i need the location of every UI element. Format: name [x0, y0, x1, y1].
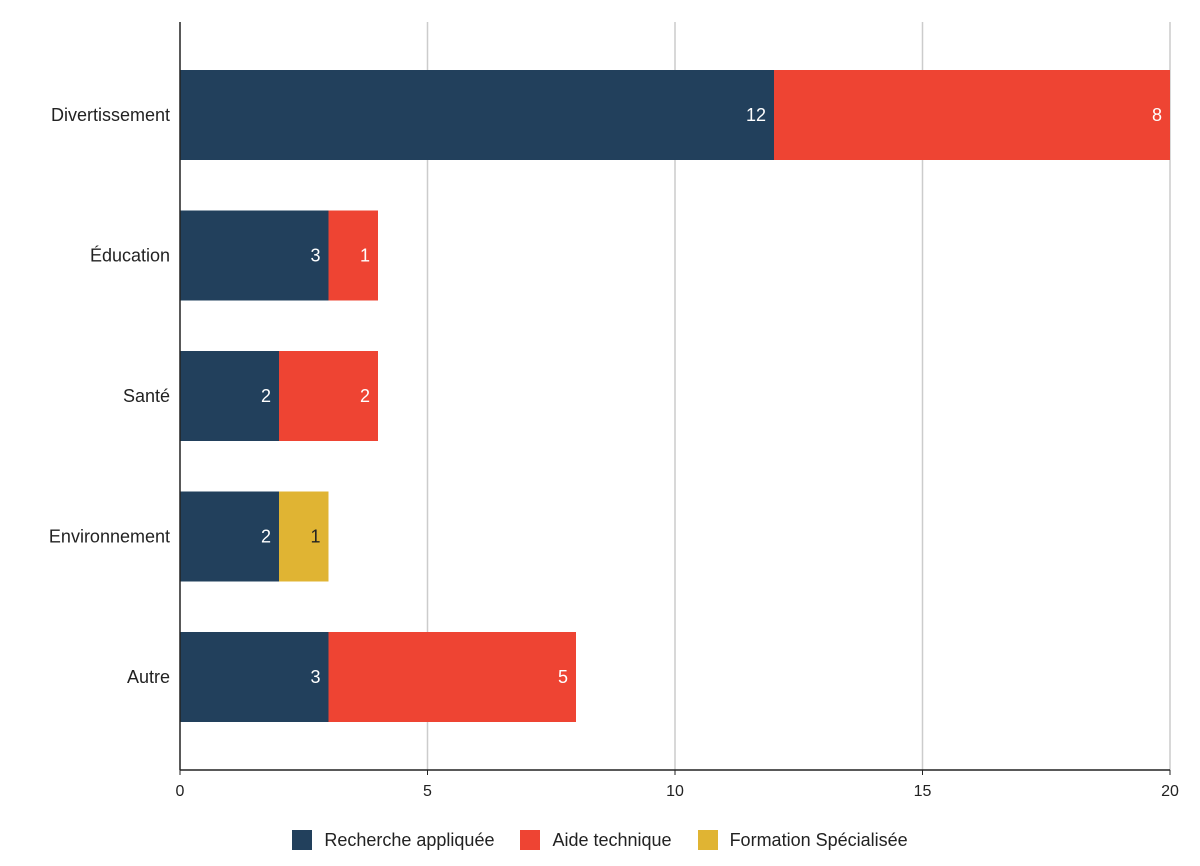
label-layer: 12 83 12 22 13 5 — [261, 105, 1162, 687]
x-tick-label: 15 — [914, 783, 932, 800]
chart-svg: 12 83 12 22 13 5 0 5 10 15 20DivertissementÉducat… — [49, 22, 1179, 800]
legend-item: Formation Spécialisée — [697, 829, 908, 851]
bar-segment — [328, 210, 378, 301]
data-label: 1 — [360, 246, 370, 266]
data-label: 3 — [310, 667, 320, 687]
data-label: 2 — [261, 386, 271, 406]
bar-segment — [180, 632, 329, 722]
legend-label: Recherche appliquée — [324, 829, 495, 850]
axis-layer: 0 5 10 15 20DivertissementÉducationSantéEnvi… — [49, 22, 1179, 800]
legend-label: Formation Spécialisée — [729, 829, 908, 850]
bar-segment — [279, 351, 378, 441]
bar-segment — [180, 70, 774, 160]
bar-layer — [180, 70, 1170, 722]
x-tick-label: 0 — [176, 783, 185, 800]
category-label: Environnement — [49, 527, 170, 547]
bar-segment — [774, 70, 1170, 160]
data-label: 2 — [360, 386, 370, 406]
legend-swatch — [520, 830, 541, 850]
legend-item: Recherche appliquée — [292, 830, 494, 851]
data-label: 2 — [261, 527, 271, 547]
category-label: Divertissement — [51, 105, 170, 125]
legend-label: Aide technique — [552, 829, 672, 850]
category-label: Éducation — [90, 246, 170, 266]
legend: Recherche appliquée Aide technique Formati… — [0, 824, 1200, 856]
legend-swatch — [697, 830, 718, 850]
bar-segment — [328, 632, 576, 722]
data-label: 1 — [310, 527, 320, 547]
data-label: 12 — [746, 105, 766, 125]
x-tick-label: 5 — [423, 783, 432, 800]
legend-swatch — [292, 830, 313, 850]
x-tick-label: 10 — [666, 783, 684, 800]
data-label: 3 — [310, 246, 320, 266]
category-label: Santé — [123, 386, 170, 406]
category-label: Autre — [127, 667, 170, 687]
data-label: 5 — [558, 667, 568, 687]
bar-segment — [180, 351, 279, 441]
bar-segment — [180, 210, 329, 301]
legend-item: Aide technique — [520, 829, 672, 851]
data-label: 8 — [1152, 105, 1162, 125]
x-tick-label: 20 — [1161, 783, 1179, 800]
bar-segment — [180, 491, 279, 582]
bar-segment — [279, 491, 329, 582]
